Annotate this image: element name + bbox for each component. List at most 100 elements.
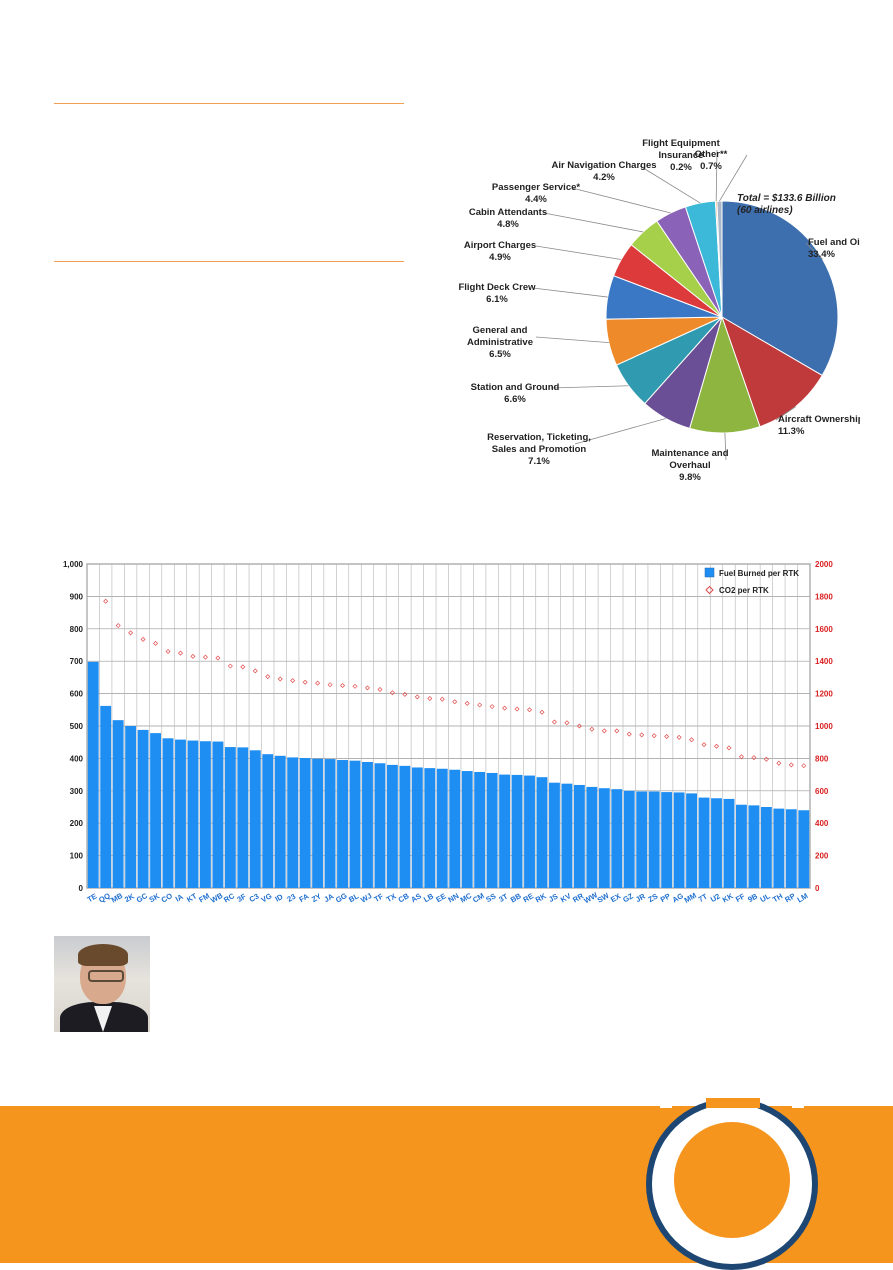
point-co2 <box>626 731 632 737</box>
bar-fuel-burned <box>199 741 211 888</box>
point-co2 <box>676 734 682 740</box>
pie-label: Insurance <box>659 150 704 161</box>
bar-fuel-burned <box>598 788 610 888</box>
pie-label: Cabin Attendants <box>469 207 547 218</box>
x-tick-label: TF <box>372 891 385 904</box>
point-co2 <box>614 728 620 734</box>
y-left-tick-label: 900 <box>70 592 84 601</box>
y-right-tick-label: 1400 <box>815 657 833 666</box>
pie-leader-line <box>543 212 644 233</box>
y-right-tick-label: 0 <box>815 884 820 893</box>
bar-fuel-burned <box>212 741 224 888</box>
pie-leader-line <box>719 154 748 202</box>
x-tick-label: EX <box>609 891 622 904</box>
x-tick-label: C3 <box>248 892 261 905</box>
bar-fuel-burned <box>224 747 236 888</box>
point-co2 <box>776 760 782 766</box>
pie-slice <box>721 315 823 428</box>
point-co2 <box>576 723 582 729</box>
bar-fuel-burned <box>386 764 398 888</box>
bar-fuel-burned <box>424 768 436 888</box>
bar-fuel-burned <box>549 782 560 888</box>
bar-fuel-burned <box>461 771 473 888</box>
bar-fuel-burned <box>561 783 573 888</box>
pie-leader-line <box>639 165 701 204</box>
y-right-tick-label: 1600 <box>815 625 833 634</box>
pie-leader-line <box>571 187 671 214</box>
point-co2 <box>539 709 545 715</box>
point-co2 <box>115 623 121 629</box>
bar-fuel-burned <box>349 760 361 888</box>
point-co2 <box>489 704 495 710</box>
x-tick-label: CO <box>160 891 174 905</box>
pie-percent: 33.4% <box>808 249 835 260</box>
y-left-tick-label: 0 <box>79 884 84 893</box>
legend-label-co2: CO2 per RTK <box>719 586 769 595</box>
x-tick-label: RK <box>534 891 548 905</box>
pie-label: Reservation, Ticketing, <box>487 432 591 443</box>
x-tick-label: LB <box>422 891 436 904</box>
point-co2 <box>651 733 657 739</box>
bar-fuel-burned <box>586 786 598 888</box>
point-co2 <box>302 679 308 685</box>
bar-fuel-burned <box>736 804 747 888</box>
point-co2 <box>227 663 233 669</box>
y-left-tick-label: 500 <box>70 722 84 731</box>
pie-percent: 4.8% <box>497 219 519 230</box>
point-co2 <box>402 691 408 697</box>
bar-fuel-burned <box>499 774 511 888</box>
point-co2 <box>788 762 794 768</box>
y-right-tick-label: 1200 <box>815 690 833 699</box>
legend-swatch-fuel <box>704 567 715 578</box>
point-co2 <box>464 700 470 706</box>
x-tick-label: MB <box>110 891 125 905</box>
x-tick-label: U2 <box>709 892 722 905</box>
x-tick-label: 3T <box>497 892 509 904</box>
point-co2 <box>639 732 645 738</box>
bar-fuel-burned <box>125 726 137 888</box>
y-left-tick-label: 700 <box>70 657 84 666</box>
pie-percent: 4.9% <box>489 252 511 263</box>
x-tick-label: FF <box>734 891 747 904</box>
pie-percent: 6.1% <box>486 294 508 305</box>
point-co2 <box>551 719 557 725</box>
x-tick-label: RP <box>783 891 797 904</box>
point-co2 <box>315 680 321 686</box>
orange-rule-bottom <box>54 261 404 262</box>
x-tick-label: 23 <box>286 892 298 904</box>
point-co2 <box>153 640 159 646</box>
bar-fuel-burned <box>436 768 448 888</box>
x-tick-label: KK <box>721 891 735 905</box>
bar-fuel-burned <box>137 729 149 888</box>
x-tick-label: TX <box>385 892 398 905</box>
bar-fuel-burned <box>112 720 124 888</box>
pie-leader-line <box>535 245 622 260</box>
bar-fuel-burned <box>698 797 710 888</box>
bar-fuel-burned <box>187 740 199 888</box>
bar-fuel-burned <box>511 774 523 888</box>
point-co2 <box>664 734 670 740</box>
point-co2 <box>527 707 533 713</box>
pie-percent: 4.2% <box>593 172 615 183</box>
bar-fuel-burned <box>711 798 722 888</box>
pie-percent: 0.7% <box>700 161 722 172</box>
point-co2 <box>103 598 109 604</box>
point-co2 <box>477 702 483 708</box>
pie-label: Overhaul <box>669 460 710 471</box>
bar-fuel-burned <box>100 705 112 888</box>
pie-percent: 7.1% <box>528 456 550 467</box>
bar-fuel-burned <box>249 750 261 888</box>
legend-label-fuel: Fuel Burned per RTK <box>719 569 799 578</box>
bar-fuel-burned <box>673 792 685 888</box>
point-co2 <box>389 690 395 696</box>
x-tick-label: WJ <box>359 891 373 904</box>
circular-logo <box>646 1098 818 1270</box>
point-co2 <box>414 694 420 700</box>
bar-fuel-burned <box>312 758 324 888</box>
y-right-tick-label: 1000 <box>815 722 833 731</box>
legend-swatch-co2 <box>705 585 714 595</box>
point-co2 <box>352 683 358 689</box>
bar-fuel-burned <box>337 760 348 888</box>
pie-leader-line <box>535 336 609 344</box>
y-left-tick-label: 100 <box>70 852 84 861</box>
